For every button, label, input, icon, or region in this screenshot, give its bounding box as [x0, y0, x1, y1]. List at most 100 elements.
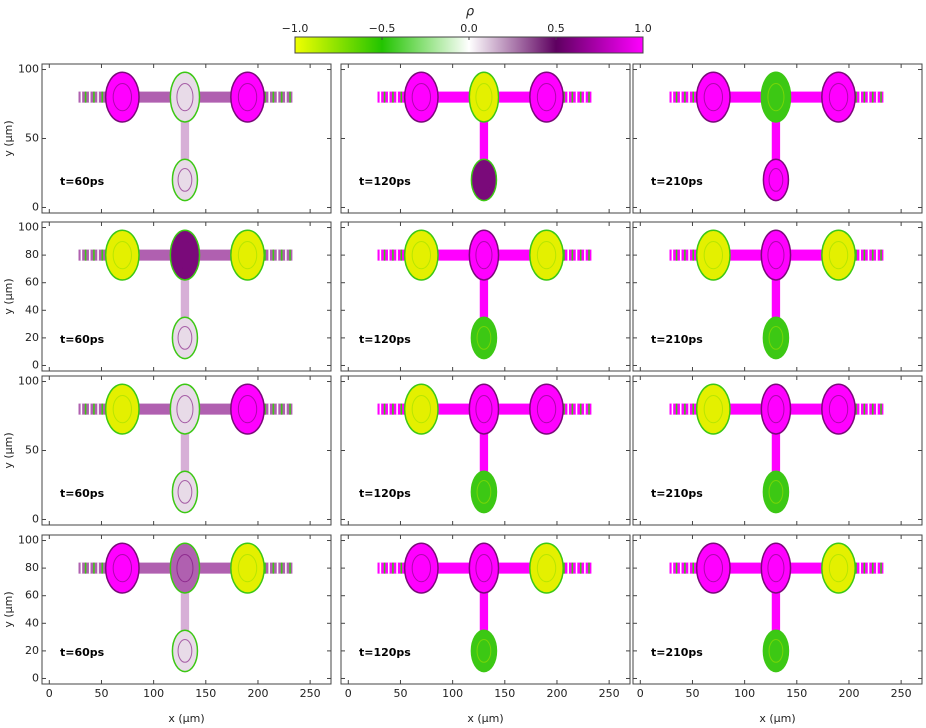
channel-stripe: [272, 562, 275, 574]
colorbar-tick-label: 1.0: [634, 22, 652, 35]
disc-ring: [767, 394, 785, 424]
channel-stripe: [280, 562, 283, 574]
disc: [695, 71, 731, 123]
channel-stripe: [575, 249, 578, 261]
disc-ring: [177, 326, 193, 350]
disc-ring: [768, 480, 784, 504]
time-label: t=60ps: [60, 487, 105, 500]
channel-stripe: [272, 249, 275, 261]
x-axis-label: x (μm): [168, 712, 204, 725]
channel-stripe: [93, 403, 95, 415]
time-label: t=210ps: [651, 487, 703, 500]
disc: [821, 542, 856, 594]
channel-stripe: [88, 403, 91, 415]
disc-ring: [411, 394, 432, 424]
channel: [479, 255, 489, 338]
disc: [760, 71, 792, 123]
channel-stripe: [571, 562, 574, 574]
channel-stripe: [863, 562, 866, 574]
channel-stripe: [93, 249, 95, 261]
time-label: t=120ps: [359, 646, 411, 659]
disc-ring: [536, 82, 557, 112]
disc-ring: [475, 394, 493, 424]
y-tick-label: 50: [25, 132, 39, 145]
disc-ring: [703, 82, 724, 112]
colorbar-tick-label: 0.5: [547, 22, 565, 35]
field-map: [78, 383, 293, 514]
disc: [470, 316, 498, 360]
channel-stripe: [571, 249, 574, 261]
disc-ring: [703, 394, 724, 424]
channel-stripe: [867, 91, 870, 103]
x-tick-label: 250: [891, 687, 912, 700]
channel-stripe: [679, 91, 682, 103]
y-tick-label: 0: [32, 671, 39, 684]
disc: [468, 71, 500, 123]
disc: [760, 229, 792, 281]
channel-stripe: [84, 403, 87, 415]
disc: [821, 71, 856, 123]
channel-stripe: [855, 91, 857, 103]
channel-stripe: [97, 91, 99, 103]
channel-stripe: [383, 403, 386, 415]
channel-stripe: [584, 91, 586, 103]
disc: [169, 71, 201, 123]
channel-stripe: [588, 91, 590, 103]
disc-ring: [177, 639, 193, 663]
disc-ring: [237, 553, 258, 583]
channel-stripe: [859, 91, 861, 103]
disc-ring: [828, 553, 849, 583]
channel-stripe: [571, 91, 574, 103]
channel-stripe: [671, 249, 674, 261]
disc-ring: [767, 82, 785, 112]
channel-stripe: [80, 249, 83, 261]
y-tick-label: 80: [25, 561, 39, 574]
disc-ring: [768, 326, 784, 350]
y-tick-label: 20: [25, 644, 39, 657]
channel-stripe: [571, 403, 574, 415]
channel-stripe: [285, 249, 287, 261]
time-label: t=120ps: [359, 333, 411, 346]
disc-ring: [112, 394, 133, 424]
channel-stripe: [567, 562, 569, 574]
channel-stripe: [880, 249, 882, 261]
y-tick-label: 50: [25, 444, 39, 457]
channel-stripe: [280, 249, 283, 261]
disc: [230, 71, 265, 123]
channel-stripe: [93, 91, 95, 103]
channel-stripe: [579, 562, 582, 574]
y-tick-label: 20: [25, 331, 39, 344]
disc: [169, 383, 201, 435]
channel-stripe: [400, 249, 403, 261]
disc: [529, 229, 564, 281]
channel-stripe: [692, 249, 695, 261]
field-map: [377, 542, 592, 673]
disc: [529, 542, 564, 594]
channel-stripe: [563, 91, 565, 103]
channel-stripe: [679, 249, 682, 261]
channel-stripe: [379, 249, 382, 261]
channel-stripe: [387, 91, 390, 103]
colorbar-tick-label: −0.5: [369, 22, 396, 35]
channel-stripe: [387, 403, 390, 415]
channel-stripe: [396, 403, 398, 415]
channel-stripe: [88, 249, 91, 261]
channel-stripe: [387, 562, 390, 574]
channel-stripe: [567, 403, 569, 415]
x-tick-label: 0: [345, 687, 352, 700]
channel-stripe: [379, 403, 382, 415]
channel-stripe: [579, 249, 582, 261]
disc-ring: [767, 240, 785, 270]
disc: [762, 158, 790, 202]
channel-stripe: [692, 562, 695, 574]
y-tick-label: 0: [32, 358, 39, 371]
disc-ring: [237, 394, 258, 424]
field-map: [669, 71, 884, 202]
disc: [230, 229, 265, 281]
y-tick-label: 40: [25, 303, 39, 316]
disc-ring: [476, 168, 492, 192]
channel-stripe: [579, 91, 582, 103]
channel-stripe: [871, 91, 874, 103]
disc: [171, 158, 199, 202]
channel: [771, 568, 781, 651]
